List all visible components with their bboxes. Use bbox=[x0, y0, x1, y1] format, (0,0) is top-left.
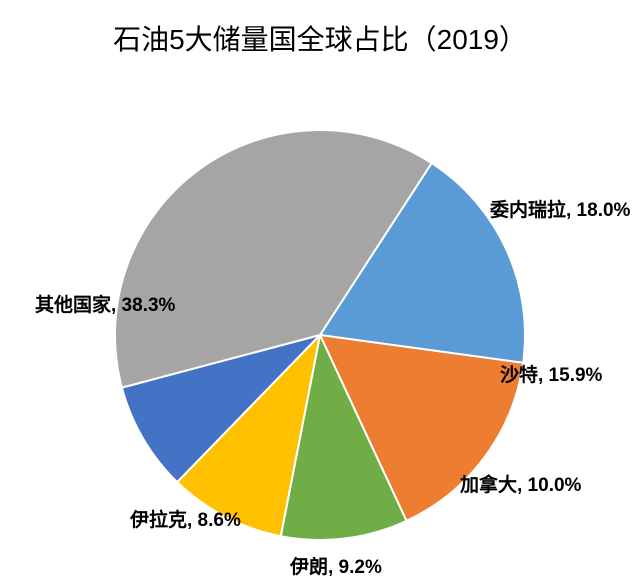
slice-label-委内瑞拉: 委内瑞拉, 18.0% bbox=[490, 195, 630, 222]
slice-label-伊朗: 伊朗, 9.2% bbox=[290, 552, 382, 579]
slice-label-沙特: 沙特, 15.9% bbox=[500, 360, 602, 387]
slice-label-其他国家: 其他国家, 38.3% bbox=[35, 290, 175, 317]
slice-label-伊拉克: 伊拉克, 8.6% bbox=[130, 505, 241, 532]
pie-chart-container: 石油5大储量国全球占比（2019） 委内瑞拉, 18.0% 沙特, 15.9% 加拿… bbox=[0, 0, 640, 586]
chart-title: 石油5大储量国全球占比（2019） bbox=[0, 18, 640, 58]
slice-label-加拿大: 加拿大, 10.0% bbox=[460, 470, 581, 497]
